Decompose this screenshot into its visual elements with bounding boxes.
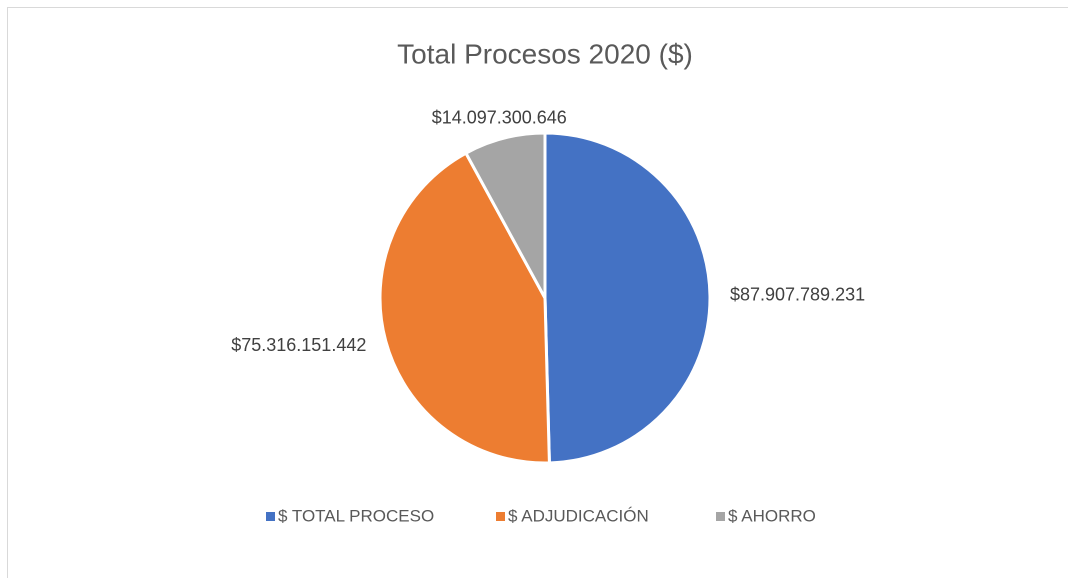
- pie-slice: [463, 131, 547, 299]
- data-label: $14.097.300.646: [432, 107, 567, 127]
- chart-title: Total Procesos 2020 ($): [397, 38, 693, 69]
- legend-label: $ TOTAL PROCESO: [278, 506, 434, 525]
- legend-swatch: [716, 512, 725, 521]
- legend-label: $ ADJUDICACIÓN: [508, 506, 649, 525]
- data-label: $75.316.151.442: [231, 335, 366, 355]
- pie-slice: [543, 131, 712, 465]
- legend-swatch: [266, 512, 275, 521]
- data-label: $87.907.789.231: [730, 284, 865, 304]
- legend-swatch: [496, 512, 505, 521]
- legend-label: $ AHORRO: [728, 506, 816, 525]
